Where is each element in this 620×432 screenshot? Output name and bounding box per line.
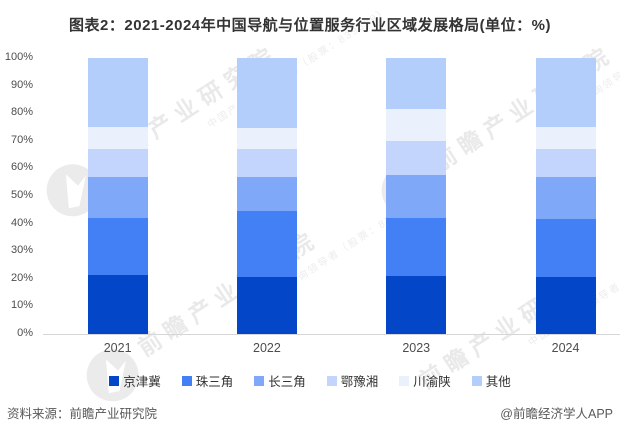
legend-item-京津冀: 京津冀 (109, 371, 161, 390)
legend-label: 珠三角 (195, 375, 234, 389)
legend-item-鄂豫湘: 鄂豫湘 (326, 371, 379, 390)
y-axis-tick-label: 100% (4, 51, 33, 63)
bar-segment-其他 (87, 58, 148, 127)
bar-segment-鄂豫湘 (236, 149, 297, 177)
y-axis-tick-label: 40% (10, 216, 33, 229)
bar-segment-鄂豫湘 (535, 149, 596, 177)
legend-label: 京津冀 (123, 375, 161, 389)
plot-area (43, 58, 620, 334)
bar-segment-珠三角 (236, 211, 297, 278)
bar-segment-长三角 (87, 176, 148, 219)
bar-segment-京津冀 (87, 274, 148, 334)
legend-label: 长三角 (268, 375, 306, 389)
chart-legend: 京津冀 珠三角 长三角 鄂豫湘 川渝陕 其他 (0, 371, 620, 390)
bar-segment-长三角 (236, 176, 297, 212)
bar-segment-京津冀 (535, 277, 596, 334)
y-axis-tick-label: 70% (10, 133, 33, 146)
chart-title: 图表2：2021-2024年中国导航与位置服务行业区域发展格局(单位：%) (69, 17, 551, 34)
bar-segment-其他 (386, 58, 447, 110)
x-axis-label: 2023 (402, 341, 431, 355)
legend-swatch (254, 375, 265, 386)
y-axis-tick-label: 0% (17, 327, 33, 339)
legend-label: 其他 (485, 375, 511, 389)
bar-segment-其他 (535, 58, 596, 127)
stacked-bar-2023 (386, 58, 447, 334)
x-axis-label: 2022 (253, 341, 281, 355)
source-note: 资料来源：前瞻产业研究院 (7, 407, 158, 421)
y-axis-tick-label: 10% (10, 299, 33, 312)
bar-segment-长三角 (535, 176, 596, 220)
bar-segment-其他 (236, 58, 297, 129)
y-axis-tick-label: 50% (10, 189, 33, 201)
stacked-bar-2022 (236, 58, 297, 334)
bar-segment-京津冀 (236, 277, 297, 334)
bar-segment-鄂豫湘 (386, 140, 447, 176)
legend-label: 川渝陕 (413, 375, 451, 389)
y-axis-tick-label: 90% (10, 78, 33, 91)
legend-item-长三角: 长三角 (254, 371, 306, 390)
bar-segment-鄂豫湘 (87, 149, 148, 177)
bar-segment-珠三角 (87, 218, 148, 275)
y-axis-tick-label: 20% (10, 271, 33, 284)
bar-segment-长三角 (386, 175, 447, 219)
bar-segment-珠三角 (386, 218, 447, 277)
bar-segment-川渝陕 (87, 127, 148, 150)
legend-swatch (399, 375, 410, 386)
brand-credit: @前瞻经济学人APP (500, 407, 613, 421)
bar-segment-川渝陕 (236, 128, 297, 150)
legend-item-川渝陕: 川渝陕 (399, 371, 451, 390)
y-axis-tick-label: 60% (10, 161, 33, 174)
legend-swatch (109, 375, 120, 386)
legend-item-珠三角: 珠三角 (181, 371, 234, 390)
legend-swatch (326, 375, 337, 386)
y-axis-tick-label: 30% (10, 244, 33, 257)
legend-label: 鄂豫湘 (340, 375, 379, 389)
legend-swatch (471, 375, 482, 386)
x-axis-label: 2024 (551, 341, 580, 355)
legend-item-其他: 其他 (471, 371, 511, 390)
bar-segment-京津冀 (386, 276, 447, 334)
stacked-bar-2024 (535, 58, 596, 334)
x-axis-line (43, 334, 620, 335)
bar-segment-川渝陕 (386, 109, 447, 141)
x-axis-label: 2021 (103, 341, 132, 355)
legend-swatch (181, 375, 192, 386)
bar-segment-川渝陕 (535, 127, 596, 150)
y-axis-tick-label: 80% (10, 106, 33, 119)
bar-segment-珠三角 (535, 219, 596, 278)
chart-footer: 资料来源：前瞻产业研究院 @前瞻经济学人APP (7, 403, 613, 422)
stacked-bar-2021 (87, 58, 148, 334)
